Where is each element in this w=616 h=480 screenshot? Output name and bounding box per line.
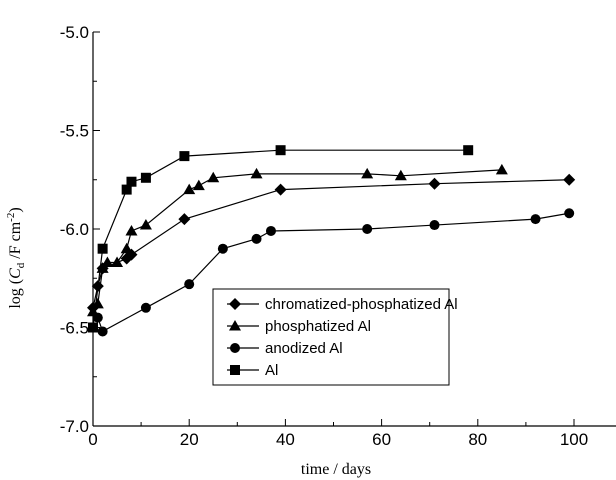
data-point	[207, 171, 220, 183]
series-triangle	[87, 163, 508, 317]
data-point	[251, 233, 262, 244]
y-tick-label: -5.0	[60, 23, 89, 42]
data-point	[275, 145, 286, 156]
data-point	[140, 302, 151, 313]
legend-box	[212, 288, 450, 386]
data-point	[463, 145, 474, 156]
series-square	[88, 145, 474, 333]
data-point	[125, 248, 138, 261]
x-axis-label: time / days	[301, 461, 371, 478]
data-point	[178, 213, 191, 226]
data-point	[88, 322, 98, 333]
y-axis-label: log (Cd /F cm-2)	[5, 207, 27, 308]
data-point	[274, 183, 287, 196]
data-point	[183, 183, 196, 195]
x-tick-label: 20	[180, 430, 199, 449]
data-point	[250, 167, 263, 179]
x-tick-label: 0	[88, 430, 97, 449]
data-point	[179, 151, 190, 162]
legend-marker	[229, 298, 241, 310]
data-point	[101, 256, 114, 267]
data-point	[265, 225, 276, 236]
y-tick-label: -6.5	[60, 319, 89, 338]
data-point	[394, 169, 407, 181]
x-tick-label: 60	[372, 430, 391, 449]
series-layer	[87, 145, 576, 337]
data-point	[563, 173, 576, 186]
y-tick-label: -7.0	[60, 417, 89, 436]
data-point	[97, 243, 108, 254]
data-point	[428, 177, 441, 190]
x-tick-label: 40	[276, 430, 295, 449]
legend-label: chromatized-phosphatized Al	[265, 296, 458, 313]
data-point	[184, 279, 195, 290]
data-point	[495, 163, 508, 175]
axes: 0 20 40 60 80 100 -7.0 -6.5 -6.0 -5.5 -5.0	[60, 23, 616, 449]
legend-marker	[229, 320, 241, 331]
data-point	[120, 242, 133, 254]
legend: chromatized-phosphatized Al phosphatized …	[212, 288, 458, 386]
legend-marker	[230, 343, 240, 353]
series-line	[92, 149, 469, 328]
legend-entry: anodized Al	[227, 340, 343, 357]
data-point	[121, 184, 132, 195]
legend-entry: phosphatized Al	[227, 318, 371, 335]
legend-entry: Al	[227, 362, 278, 379]
data-point	[217, 243, 228, 254]
legend-label: phosphatized Al	[265, 318, 371, 335]
data-point	[192, 179, 205, 191]
data-point	[92, 312, 103, 323]
data-point	[126, 176, 137, 187]
legend-label: Al	[265, 362, 278, 379]
data-point	[361, 167, 374, 179]
data-point	[140, 172, 151, 183]
y-tick-label: -5.5	[60, 122, 89, 141]
data-point	[139, 219, 152, 230]
data-point	[91, 297, 104, 309]
series-circle	[92, 208, 575, 337]
data-point	[429, 220, 440, 231]
data-point	[125, 224, 138, 236]
data-point	[530, 214, 541, 225]
x-tick-label: 100	[560, 430, 588, 449]
legend-entry: chromatized-phosphatized Al	[227, 296, 458, 313]
y-tick-label: -6.0	[60, 220, 89, 239]
legend-marker	[230, 365, 240, 375]
data-point	[362, 224, 373, 234]
legend-label: anodized Al	[265, 340, 343, 357]
data-point	[564, 208, 575, 219]
data-point	[97, 326, 108, 337]
x-tick-label: 80	[468, 430, 487, 449]
data-point	[111, 256, 124, 267]
